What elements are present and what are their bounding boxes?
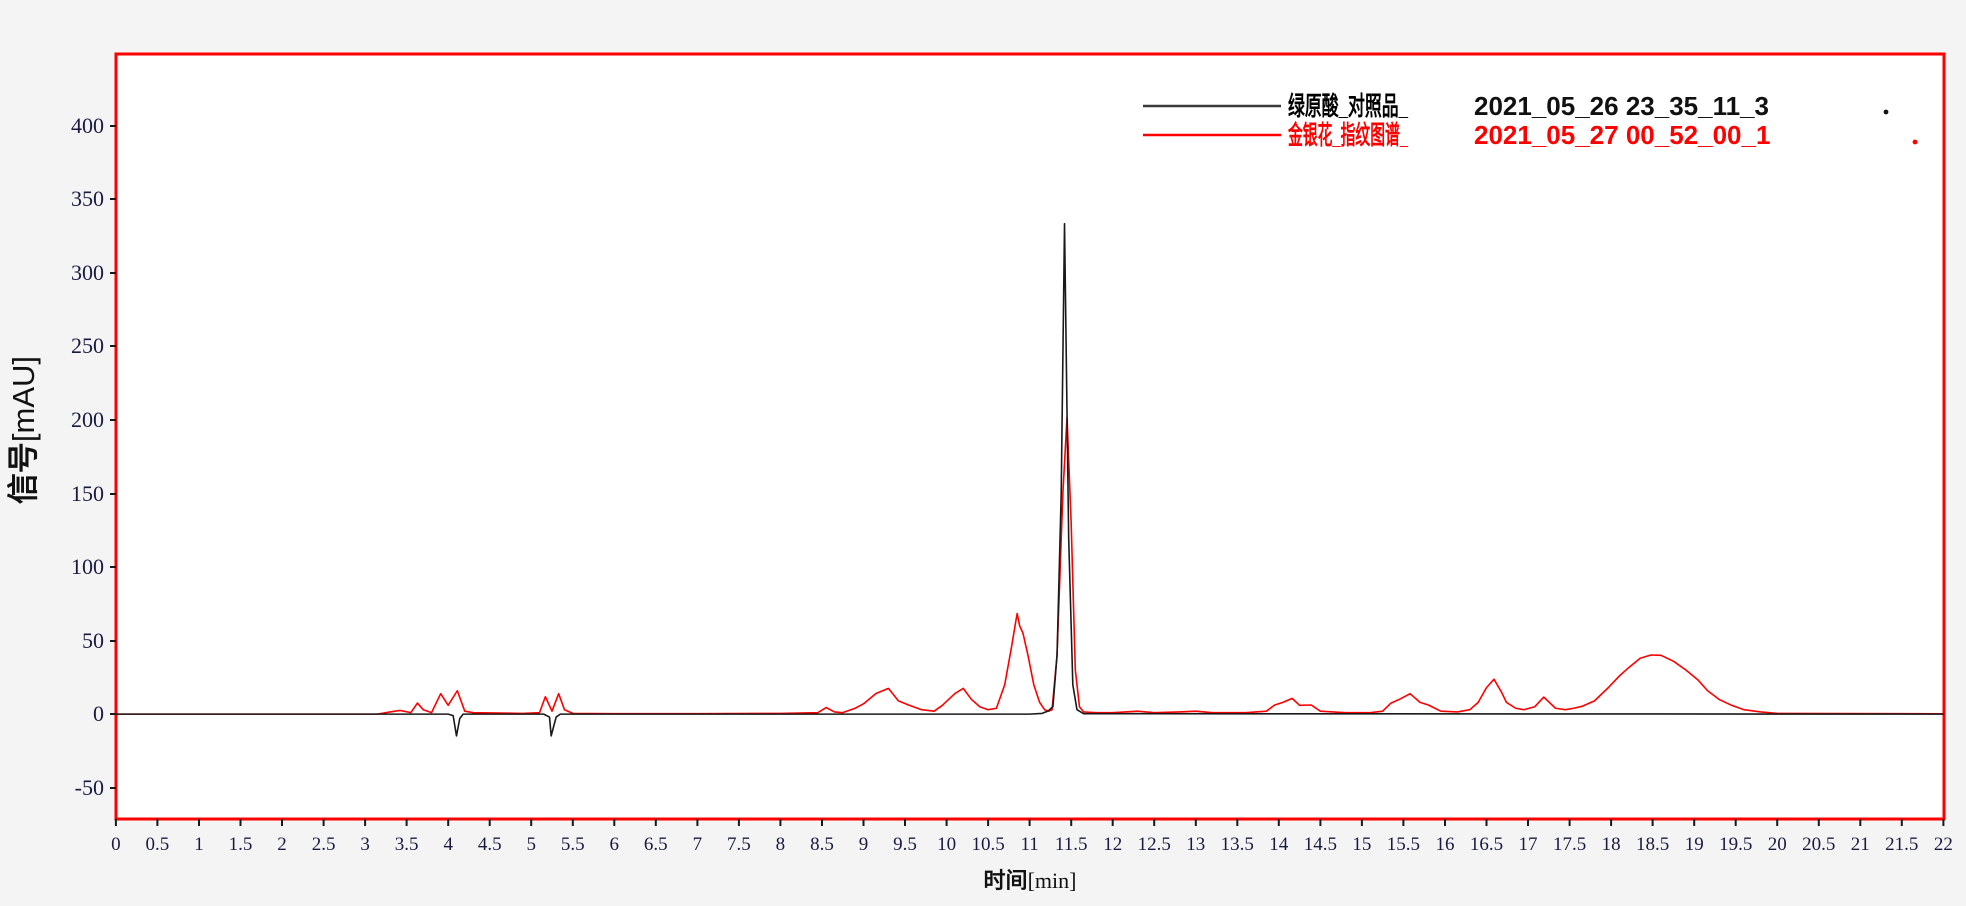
svg-text:11.5: 11.5 [1055, 834, 1088, 855]
svg-text:金银花_指纹图谱_: 金银花_指纹图谱_ [1287, 120, 1408, 150]
svg-text:16.5: 16.5 [1470, 834, 1503, 855]
svg-text:17: 17 [1519, 834, 1538, 855]
svg-text:12.5: 12.5 [1138, 834, 1171, 855]
svg-text:15.5: 15.5 [1387, 834, 1420, 855]
svg-text:10.5: 10.5 [971, 834, 1004, 855]
svg-text:2: 2 [277, 834, 287, 855]
svg-text:3.5: 3.5 [395, 834, 419, 855]
svg-text:1.5: 1.5 [229, 834, 253, 855]
svg-text:3: 3 [360, 834, 370, 855]
svg-text:19: 19 [1685, 834, 1704, 855]
svg-text:13.5: 13.5 [1221, 834, 1254, 855]
svg-text:18.5: 18.5 [1636, 834, 1669, 855]
svg-text:0.5: 0.5 [146, 834, 170, 855]
svg-text:4: 4 [443, 834, 453, 855]
svg-text:13: 13 [1186, 834, 1205, 855]
svg-text:100: 100 [71, 554, 104, 579]
svg-text:50: 50 [82, 628, 104, 653]
svg-text:200: 200 [71, 407, 104, 432]
svg-text:4.5: 4.5 [478, 834, 502, 855]
svg-text:21: 21 [1851, 834, 1870, 855]
svg-text:2021_05_27 00_52_00_1: 2021_05_27 00_52_00_1 [1474, 120, 1770, 150]
svg-text:20: 20 [1768, 834, 1787, 855]
svg-text:5: 5 [526, 834, 536, 855]
svg-text:400: 400 [71, 113, 104, 138]
svg-text:11: 11 [1020, 834, 1038, 855]
svg-text:12: 12 [1103, 834, 1122, 855]
svg-text:7.5: 7.5 [727, 834, 751, 855]
svg-text:0: 0 [93, 701, 104, 726]
svg-text:21.5: 21.5 [1885, 834, 1918, 855]
svg-text:14.5: 14.5 [1304, 834, 1337, 855]
svg-text:17.5: 17.5 [1553, 834, 1586, 855]
svg-text:7: 7 [693, 834, 703, 855]
svg-text:20.5: 20.5 [1802, 834, 1835, 855]
svg-text:2.5: 2.5 [312, 834, 336, 855]
svg-text:2021_05_26 23_35_11_3: 2021_05_26 23_35_11_3 [1474, 91, 1769, 121]
svg-text:1: 1 [194, 834, 204, 855]
svg-text:5.5: 5.5 [561, 834, 585, 855]
svg-text:时间[min]: 时间[min] [984, 868, 1077, 893]
svg-text:6.5: 6.5 [644, 834, 668, 855]
svg-text:8: 8 [776, 834, 786, 855]
svg-text:250: 250 [71, 333, 104, 358]
svg-text:9: 9 [859, 834, 869, 855]
svg-text:6: 6 [610, 834, 620, 855]
svg-text:8.5: 8.5 [810, 834, 834, 855]
svg-text:16: 16 [1436, 834, 1455, 855]
svg-text:19.5: 19.5 [1719, 834, 1752, 855]
svg-text:300: 300 [71, 260, 104, 285]
svg-text:150: 150 [71, 481, 104, 506]
svg-text:信号[mAU]: 信号[mAU] [6, 356, 41, 504]
svg-text:14: 14 [1269, 834, 1289, 855]
svg-text:-50: -50 [75, 775, 104, 800]
svg-text:350: 350 [71, 186, 104, 211]
svg-text:绿原酸_对照品_: 绿原酸_对照品_ [1288, 91, 1408, 121]
svg-text:0: 0 [111, 834, 121, 855]
svg-text:22: 22 [1934, 834, 1953, 855]
svg-text:9.5: 9.5 [893, 834, 917, 855]
svg-text:10: 10 [937, 834, 956, 855]
svg-text:18: 18 [1602, 834, 1621, 855]
svg-text:15: 15 [1352, 834, 1371, 855]
